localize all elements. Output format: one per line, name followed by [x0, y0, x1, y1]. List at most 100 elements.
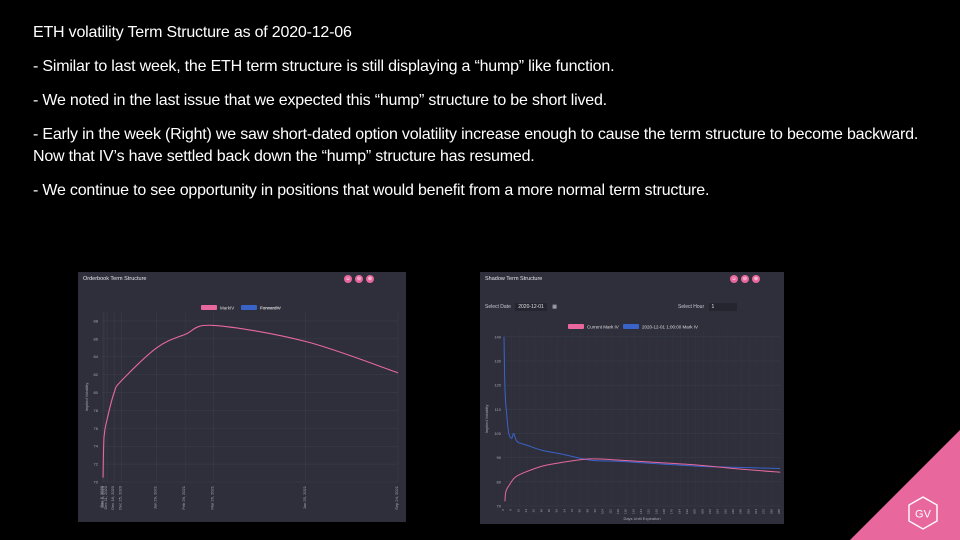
data-point [213, 325, 214, 326]
x-tick-label: Dec 18, 2020 [110, 485, 115, 510]
data-point [779, 468, 781, 469]
bullet-2: - We noted in the last issue that we exp… [33, 92, 607, 109]
x-tick-label: Dec 7, 2020 [99, 485, 104, 507]
x-tick-label: 64 [562, 509, 566, 513]
legend-swatch-forwardiv [241, 305, 257, 310]
x-tick-label: Dec 25, 2020 [117, 485, 122, 510]
bullet-3: - Early in the week (Right) we saw short… [33, 126, 919, 165]
shadow-term-structure-chart: 70 80 90 100 110 120 130 140 0 8 16 24 32 40 48 56 64 72 8… [484, 324, 781, 521]
data-point [527, 445, 529, 446]
x-tick-label: 144 [639, 509, 643, 514]
data-point [503, 336, 505, 338]
x-tick-label: 240 [731, 509, 735, 514]
data-point [156, 347, 158, 349]
select-hour-input[interactable]: 1 [708, 303, 737, 311]
x-tick-label: 56 [555, 509, 559, 513]
data-point [524, 471, 526, 473]
x-tick-label: 128 [624, 509, 628, 514]
slide-text: ETH volatility Term Structure as of 2020… [33, 22, 933, 214]
x-tick-label: 208 [700, 509, 704, 514]
y-tick-label: 100 [494, 431, 501, 436]
data-point [561, 462, 562, 463]
y-axis-label: Implied Volatility [484, 405, 489, 434]
x-tick-label: Jan 29, 2021 [153, 485, 158, 509]
y-tick-label: 70 [497, 504, 502, 509]
data-point [120, 380, 122, 382]
data-point [102, 477, 104, 478]
gv-logo-text: GV [915, 509, 932, 521]
data-point [504, 389, 506, 391]
orderbook-term-structure-panel: Orderbook Term Structure ☺ ⊖ ⊕ 70 72 74 76 7… [78, 272, 406, 522]
x-tick-label: 184 [677, 509, 681, 514]
reset-icon[interactable]: ☺ [344, 275, 352, 283]
data-point [508, 433, 510, 434]
data-point [103, 436, 105, 438]
data-point [542, 465, 543, 467]
x-tick-label: Mar 26, 2021 [210, 485, 215, 509]
data-point [397, 372, 399, 374]
x-tick-label: 112 [608, 509, 612, 514]
panel-title: Shadow Term Structure [485, 276, 543, 282]
data-point [113, 392, 115, 393]
data-point [657, 462, 658, 463]
legend-label-previous: 2020-12-01 1:00:00 Mark IV [642, 324, 698, 329]
select-date-control: Select Date 2020-12-01 ▦ [485, 303, 557, 311]
x-tick-label: 248 [739, 509, 743, 514]
legend-label-forwardiv: ForwardIV [260, 305, 281, 310]
legend-label-current: Current Mark IV [587, 324, 619, 329]
y-tick-label: 78 [94, 408, 99, 413]
y-tick-label: 86 [94, 336, 99, 341]
zoom-in-icon[interactable]: ⊕ [752, 275, 760, 283]
data-point [733, 467, 735, 468]
data-point [511, 438, 512, 439]
data-point [561, 453, 562, 455]
x-tick-label: Dec 11, 2020 [103, 485, 108, 509]
shadow-term-structure-panel: Shadow Term Structure ☺ ⊖ ⊕ Select Date … [480, 272, 784, 524]
zoom-out-icon[interactable]: ⊖ [741, 275, 749, 283]
data-point [589, 458, 591, 460]
y-tick-label: 76 [94, 426, 99, 431]
calendar-icon[interactable]: ▦ [552, 304, 557, 310]
x-tick-label: Feb 26, 2021 [181, 485, 186, 509]
x-tick-label: Dec 8, 2020 [100, 485, 105, 507]
data-point [733, 468, 735, 469]
data-point [618, 460, 620, 462]
x-axis-label: Days Until Expiration [623, 516, 660, 521]
data-point [618, 459, 620, 461]
select-date-input[interactable]: 2020-12-01 [515, 303, 547, 311]
data-point [779, 471, 781, 473]
data-point [184, 334, 186, 335]
x-tick-label: 0 [501, 509, 505, 511]
x-tick-label: 120 [616, 509, 620, 514]
data-point [506, 416, 508, 417]
x-tick-label: 200 [693, 509, 697, 514]
y-tick-label: 88 [94, 318, 99, 323]
zoom-out-icon[interactable]: ⊖ [355, 275, 363, 283]
y-tick-label: 120 [494, 383, 501, 388]
legend-swatch-markiv [201, 305, 217, 310]
select-hour-control: Select Hour 1 [678, 303, 737, 311]
select-date-label: Select Date [485, 304, 511, 310]
y-tick-label: 90 [497, 455, 502, 460]
y-tick-label: 110 [495, 407, 502, 412]
data-point [305, 341, 307, 342]
x-tick-label: 168 [662, 509, 666, 514]
panel-title: Orderbook Term Structure [83, 276, 147, 282]
data-point [695, 465, 696, 467]
reset-icon[interactable]: ☺ [730, 275, 738, 283]
zoom-in-icon[interactable]: ⊕ [366, 275, 374, 283]
bullet-1: - Similar to last week, the ETH term str… [33, 58, 615, 75]
x-tick-label: 152 [647, 509, 651, 514]
y-tick-label: 84 [94, 354, 99, 359]
y-tick-label: 140 [494, 334, 501, 339]
data-point [542, 450, 543, 451]
y-tick-label: 130 [494, 359, 501, 364]
y-tick-label: 82 [94, 372, 99, 377]
x-tick-label: Jun 25, 2021 [302, 485, 307, 509]
y-axis-label: Implied Volatility [84, 383, 89, 412]
data-point [504, 500, 506, 502]
x-tick-label: 264 [754, 509, 758, 514]
x-tick-label: 216 [708, 509, 712, 514]
panel-toolbar: ☺ ⊖ ⊕ [730, 275, 760, 283]
